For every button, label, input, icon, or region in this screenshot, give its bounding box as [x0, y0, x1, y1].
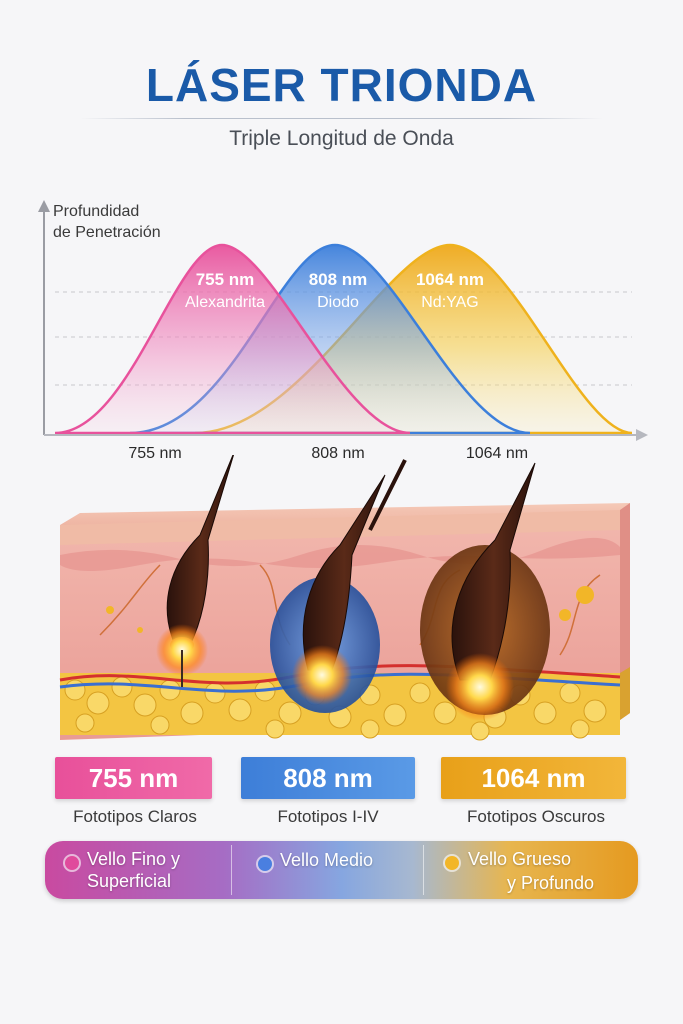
y-axis-label-line1: Profundidad [53, 203, 139, 220]
hair-type-bar: Vello Fino y Superficial Vello Medio Vel… [45, 841, 638, 899]
wavelength-box-1064: 1064 nm [441, 757, 626, 799]
phototype-caption: Fototipos Claros [73, 807, 197, 826]
bar-divider [423, 845, 424, 895]
curve-label-wavelength: 808 nm [309, 270, 368, 289]
curve-label-wavelength: 755 nm [196, 270, 255, 289]
phototype-caption: Fototipos I-IV [277, 807, 379, 826]
hair-type-fine-line2: Superficial [87, 871, 172, 891]
x-tick-label: 755 nm [128, 445, 181, 462]
wavelength-legend: 755 nm 808 nm 1064 nm Fototipos Claros F… [0, 757, 683, 847]
phototype-caption: Fototipos Oscuros [467, 807, 605, 826]
x-tick-label: 808 nm [311, 445, 364, 462]
curve-755nm [54, 243, 411, 435]
hair-type-coarse-line2: y Profundo [507, 873, 595, 893]
curve-label-name: Diodo [317, 294, 359, 311]
bar-divider [231, 845, 232, 895]
hair-type-medium: Vello Medio [280, 850, 374, 870]
hair-type-coarse-line1: Vello Grueso [468, 849, 572, 869]
hair-type-fine-line1: Vello Fino y [87, 849, 181, 869]
page-title: LÁSER TRIONDA [145, 59, 538, 111]
y-axis-label-line2: de Penetración [53, 224, 161, 241]
wavelength-box-808: 808 nm [241, 757, 415, 799]
title-divider [80, 118, 603, 119]
dot-icon [65, 856, 79, 870]
wavelength-box-755: 755 nm [55, 757, 212, 799]
dot-icon [258, 857, 272, 871]
wavelength-chart: Profundidad de Penetración 755 nm Alexan… [38, 200, 648, 462]
dot-icon [445, 856, 459, 870]
curve-label-name: Alexandrita [185, 294, 265, 311]
y-axis-arrow-icon [38, 200, 50, 212]
x-tick-label: 1064 nm [466, 445, 528, 462]
page-subtitle: Triple Longitud de Onda [229, 127, 454, 150]
curve-label-wavelength: 1064 nm [416, 270, 484, 289]
curve-label-name: Nd:YAG [421, 294, 479, 311]
x-axis-arrow-icon [636, 429, 648, 441]
skin-cross-section-illustration [59, 455, 630, 741]
